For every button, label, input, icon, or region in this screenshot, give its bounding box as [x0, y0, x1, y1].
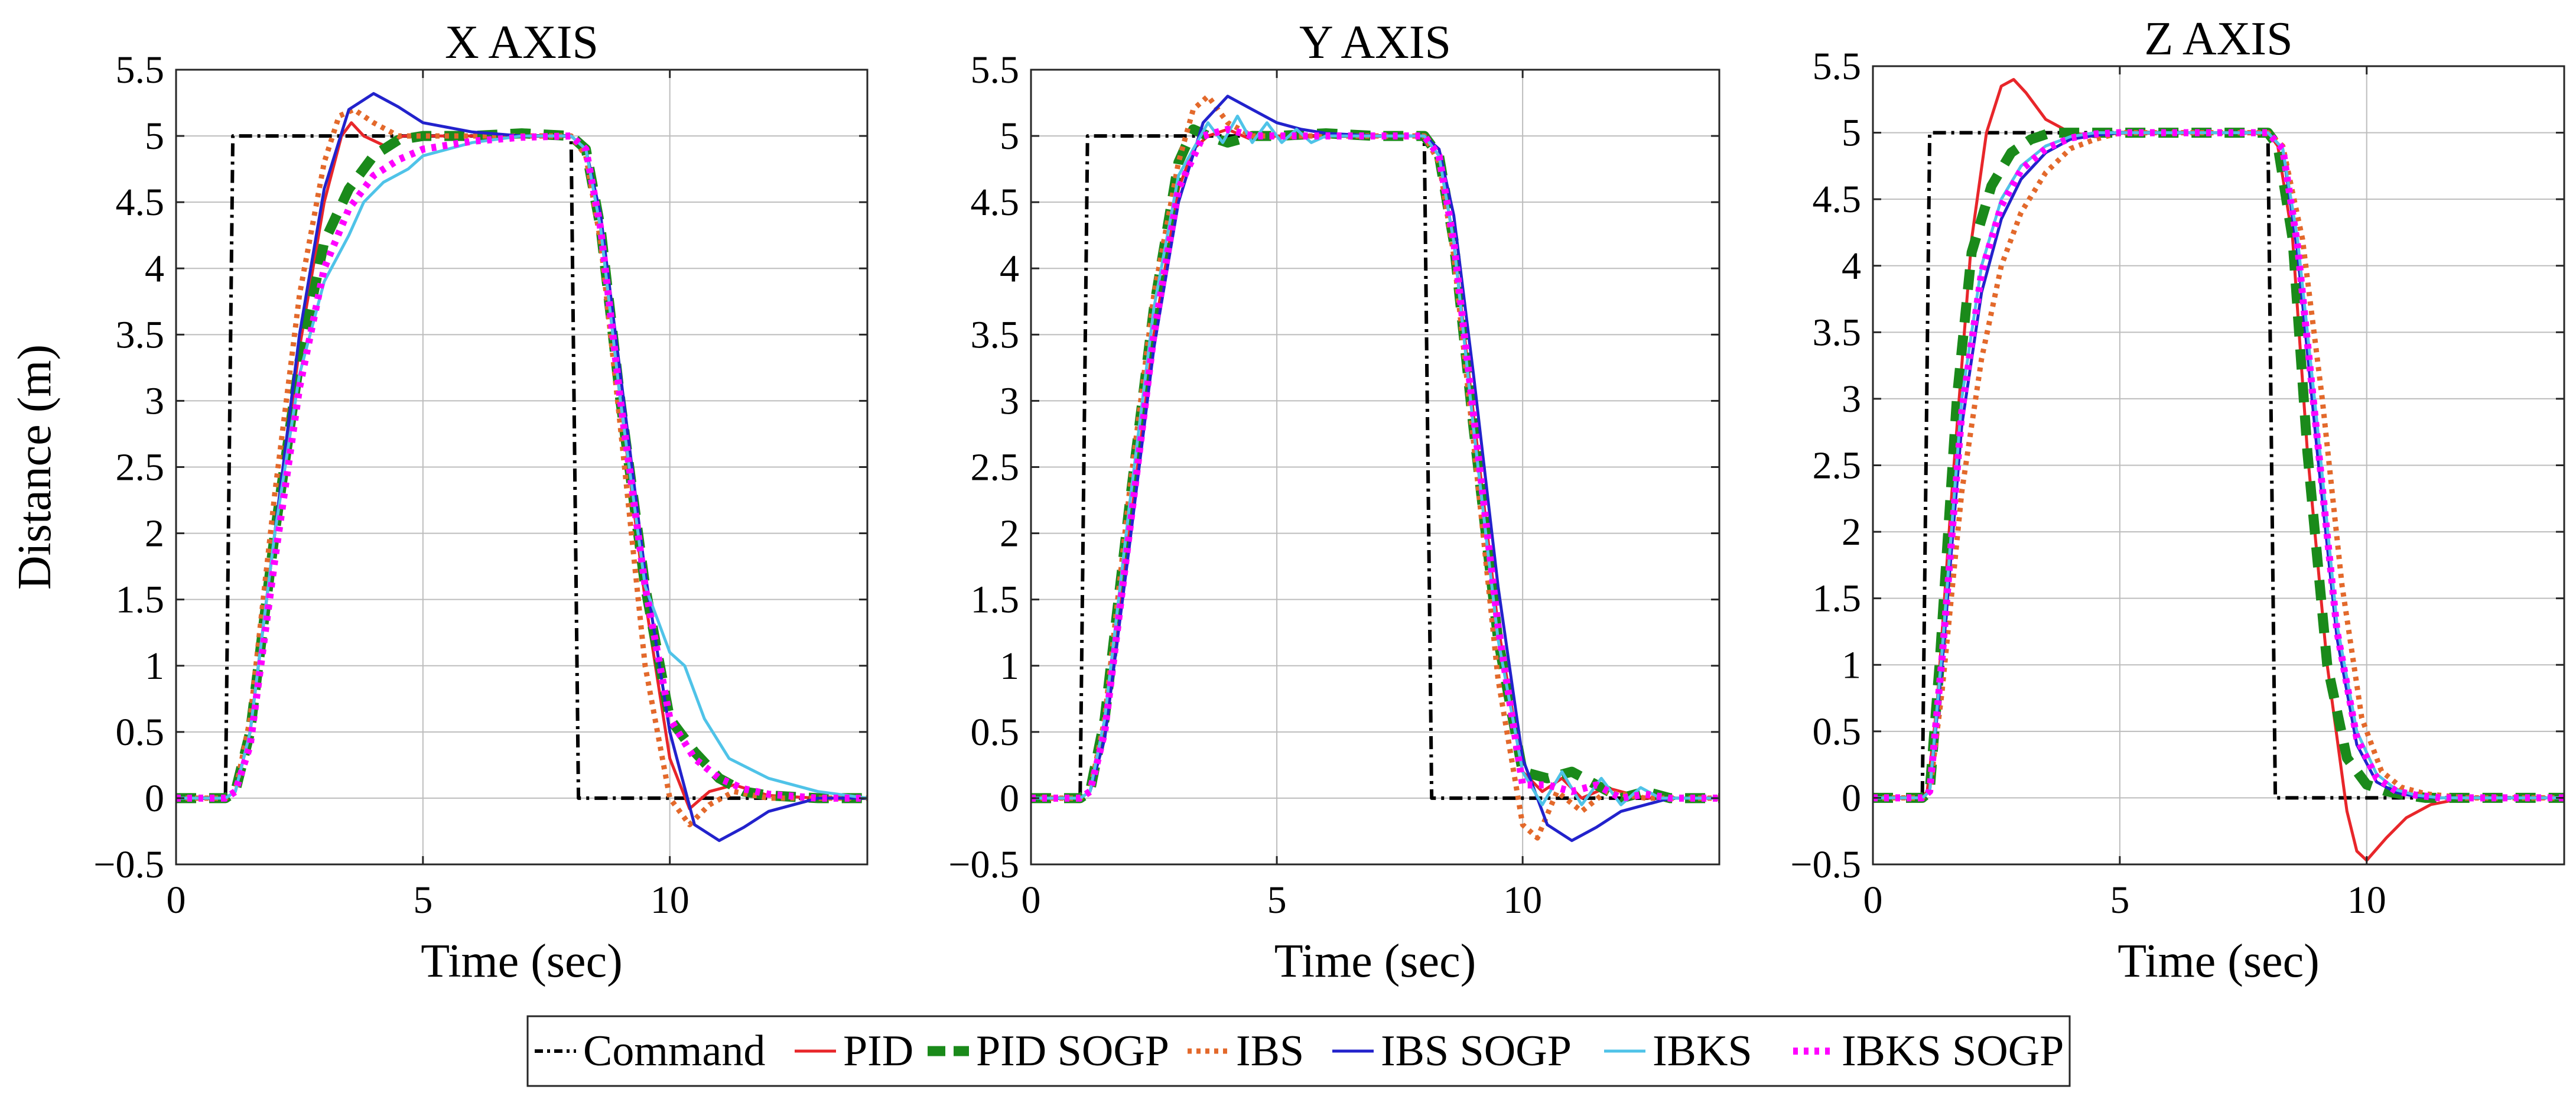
x-tick-label: 0 [167, 879, 186, 922]
y-tick-label: 1.5 [971, 578, 1020, 622]
y-tick-label: 3.5 [971, 313, 1020, 356]
chart-panel-1: 0 5 10−0.500.511.522.533.544.555.5X AXISTi… [9, 17, 869, 987]
legend-item-pid: PID [795, 1027, 913, 1075]
y-tick-label: 3.5 [116, 313, 165, 356]
chart-title: X AXIS [445, 17, 599, 69]
legend-item-ibs-sogp: IBS SOGP [1332, 1027, 1572, 1075]
x-tick-label: 5 [413, 879, 432, 922]
y-tick-label: 2.5 [116, 446, 165, 489]
x-tick-label: 0 [1022, 879, 1041, 922]
y-tick-label: 2 [1000, 512, 1019, 555]
y-tick-label: 5 [1000, 115, 1019, 158]
y-tick-label: 4.5 [116, 181, 165, 224]
legend-item-command: Command [535, 1027, 765, 1075]
y-tick-label: 2.5 [1813, 444, 1862, 487]
x-tick-label: 10 [2347, 879, 2386, 922]
y-tick-label: 3 [145, 379, 164, 422]
chart-panels: 0 5 10−0.500.511.522.533.544.555.5X AXISTi… [9, 13, 2565, 987]
chart-title: Y AXIS [1299, 17, 1451, 69]
legend-label: PID [843, 1027, 913, 1075]
chart-panel-3: 0 5 10−0.500.511.522.533.544.555.5Z AXISTi… [1790, 13, 2565, 987]
series-group [1031, 93, 1719, 843]
y-tick-label: 5 [1842, 112, 1861, 155]
x-tick-label: 10 [650, 879, 689, 922]
y-tick-label: 2 [1842, 510, 1861, 554]
y-tick-label: 4 [1842, 245, 1861, 288]
y-tick-label: 0 [145, 777, 164, 820]
legend-label: IBKS [1653, 1027, 1752, 1075]
legend-box [526, 1015, 2071, 1087]
legend-label: Command [583, 1027, 765, 1075]
y-tick-label: 4 [145, 247, 164, 290]
legend-label: IBKS SOGP [1842, 1027, 2064, 1075]
y-tick-label: 5.5 [1813, 45, 1862, 88]
legend-label: PID SOGP [976, 1027, 1169, 1075]
y-tick-label: 5.5 [116, 48, 165, 92]
y-tick-label: 5 [145, 115, 164, 158]
series-group [176, 92, 867, 843]
y-tick-label: 5.5 [971, 48, 1020, 92]
x-tick-label: 5 [1267, 879, 1287, 922]
x-axis-label: Time (sec) [2118, 935, 2319, 987]
series-line-ibks-sogp [176, 132, 867, 802]
y-tick-label: 4.5 [1813, 178, 1862, 221]
y-tick-label: −0.5 [1790, 843, 1861, 886]
legend-label: IBS [1236, 1027, 1304, 1075]
y-tick-label: 0 [1842, 776, 1861, 819]
legend-label: IBS SOGP [1381, 1027, 1572, 1075]
chart-title: Z AXIS [2144, 13, 2292, 65]
x-tick-label: 0 [1863, 879, 1883, 922]
y-tick-label: 2.5 [971, 446, 1020, 489]
y-tick-label: 1 [1000, 645, 1019, 688]
chart-panel-2: 0 5 10−0.500.511.522.533.544.555.5Y AXISTi… [948, 17, 1720, 987]
y-tick-label: 3 [1000, 379, 1019, 422]
y-axis-label: Distance (m) [9, 344, 61, 590]
legend-item-pid-sogp: PID SOGP [928, 1027, 1169, 1075]
legend-item-ibks-sogp: IBKS SOGP [1793, 1027, 2064, 1075]
y-tick-label: 1 [145, 645, 164, 688]
x-axis-label: Time (sec) [1274, 935, 1476, 987]
y-tick-label: 0.5 [971, 711, 1020, 754]
x-axis-label: Time (sec) [421, 935, 622, 987]
y-tick-label: 4 [1000, 247, 1019, 290]
y-tick-label: 3 [1842, 378, 1861, 421]
x-tick-label: 10 [1503, 879, 1542, 922]
y-tick-label: 0.5 [1813, 710, 1862, 753]
legend: Command PID PID SOGP IBS IBS SOGP IBKS IBKS SO… [526, 1015, 2071, 1087]
series-line-ibks-sogp [1873, 129, 2564, 802]
legend-item-ibks: IBKS [1604, 1027, 1752, 1075]
y-tick-label: 4.5 [971, 181, 1020, 224]
x-tick-label: 5 [2110, 879, 2129, 922]
series-group [1873, 78, 2564, 862]
y-tick-label: −0.5 [948, 843, 1019, 886]
y-tick-label: 0.5 [116, 711, 165, 754]
y-tick-label: 3.5 [1813, 311, 1862, 354]
y-tick-label: −0.5 [93, 843, 164, 886]
y-tick-label: 2 [145, 512, 164, 555]
y-tick-label: 1.5 [116, 578, 165, 622]
y-tick-label: 1 [1842, 643, 1861, 687]
y-tick-label: 1.5 [1813, 577, 1862, 620]
legend-item-ibs: IBS [1188, 1027, 1304, 1075]
y-tick-label: 0 [1000, 777, 1019, 820]
